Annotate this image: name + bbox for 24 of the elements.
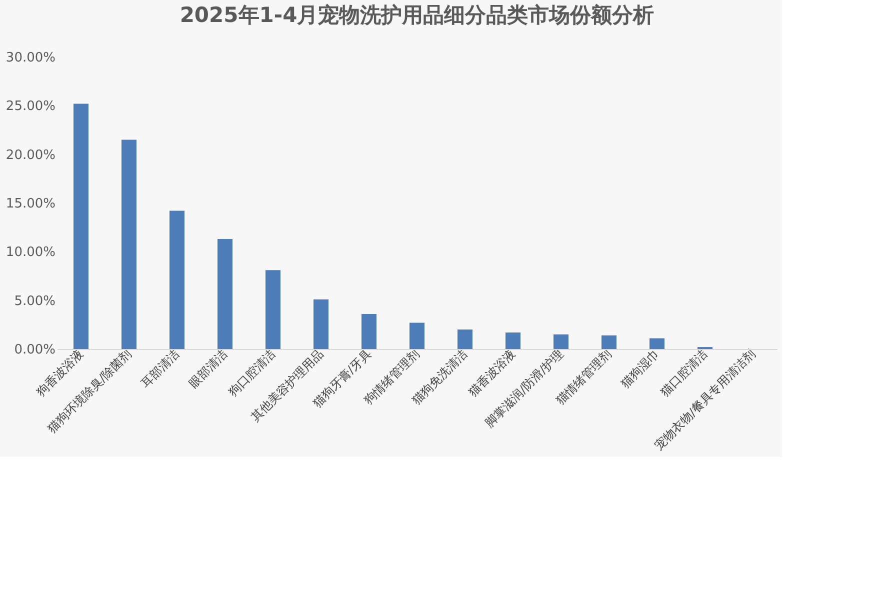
bar <box>74 104 88 349</box>
bar <box>122 140 136 349</box>
y-tick-label: 30.00% <box>6 50 56 66</box>
bar <box>410 322 424 349</box>
x-tick-label: 耳部清洁 <box>138 346 182 390</box>
bar <box>266 270 280 349</box>
x-tick-label: 眼部清洁 <box>186 346 230 390</box>
bar <box>362 314 376 349</box>
bar <box>602 335 616 349</box>
y-tick-label: 10.00% <box>6 245 56 260</box>
bar <box>554 334 568 349</box>
x-tick-label: 猫狗湿巾 <box>618 346 662 390</box>
y-tick-label: 0.00% <box>14 342 56 358</box>
bar <box>458 330 472 349</box>
bar <box>650 338 664 349</box>
bar <box>314 299 328 349</box>
y-tick-label: 20.00% <box>6 148 56 163</box>
y-tick-label: 15.00% <box>6 196 56 212</box>
y-tick-label: 25.00% <box>6 99 56 114</box>
bar <box>170 210 184 349</box>
y-tick-label: 5.00% <box>14 294 56 309</box>
chart-title: 2025年1-4月宠物洗护用品细分品类市场份额分析 <box>180 3 654 27</box>
bar <box>506 332 520 349</box>
bar <box>218 239 232 349</box>
